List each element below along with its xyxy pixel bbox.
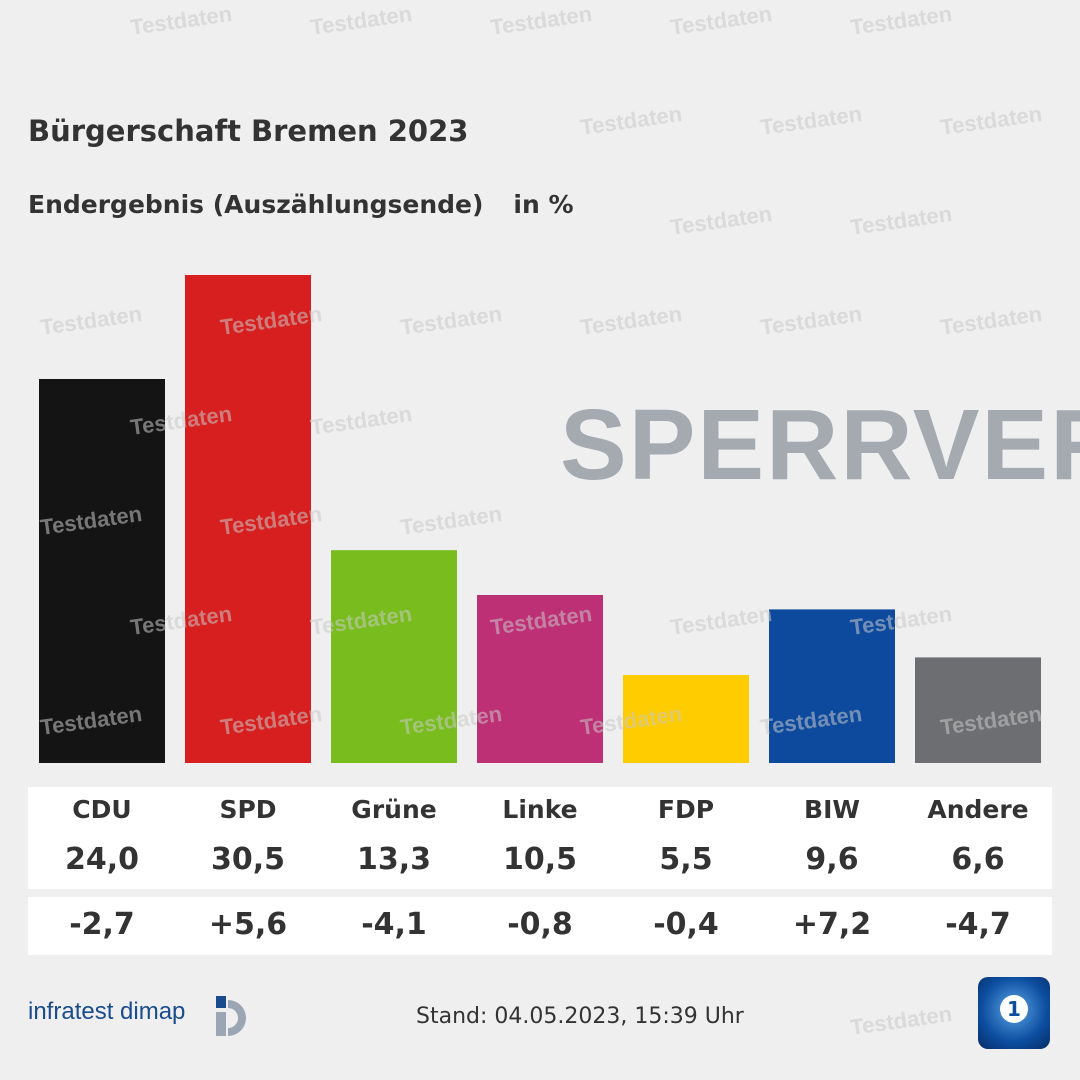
bar-andere [915, 657, 1041, 763]
bar-grüne [331, 550, 457, 763]
party-label: Linke [502, 795, 578, 824]
change-label: -2,7 [69, 907, 135, 942]
timestamp: Stand: 04.05.2023, 15:39 Uhr [416, 1004, 744, 1029]
change-label: -4,7 [945, 907, 1011, 942]
value-label: 30,5 [210, 842, 286, 877]
chart-title: Bürgerschaft Bremen 2023 [28, 114, 469, 148]
change-label: +5,6 [208, 907, 288, 942]
change-label: -4,1 [361, 907, 427, 942]
chart-subtitle: Endergebnis (Auszählungsende) in % [28, 190, 574, 219]
embargo-overlay: SPERRVER [560, 389, 1080, 501]
watermark-text: Testdaten [848, 1001, 954, 1041]
value-label: 6,6 [951, 842, 1005, 877]
change-label: -0,8 [507, 907, 573, 942]
value-label: 24,0 [64, 842, 140, 877]
subtitle-text: Endergebnis (Auszählungsende) [28, 190, 484, 219]
bar-spd [185, 275, 311, 763]
bar-chart [39, 275, 1041, 763]
party-label: BIW [804, 795, 860, 824]
party-label: SPD [219, 795, 277, 824]
party-label: Grüne [351, 795, 437, 824]
value-label: 13,3 [356, 842, 432, 877]
bar-cdu [39, 379, 165, 763]
infratest-logo-icon [216, 996, 247, 1036]
value-label: 10,5 [502, 842, 578, 877]
bar-linke [477, 595, 603, 763]
tagesschau-logo: 1 [978, 977, 1050, 1049]
value-label: 5,5 [659, 842, 713, 877]
party-label: CDU [72, 795, 132, 824]
changes-table: -2,7 +5,6 -4,1 -0,8 -0,4 +7,2 -4,7 [28, 897, 1052, 955]
value-label: 9,6 [805, 842, 859, 877]
party-label: FDP [657, 795, 715, 824]
results-table: CDU 24,0 SPD 30,5 Grüne 13,3 Linke 10,5 FDP 5,5 BI… [28, 787, 1052, 889]
bar-fdp [623, 675, 749, 763]
unit-label: in % [513, 190, 574, 219]
party-label: Andere [927, 795, 1029, 824]
change-label: +7,2 [792, 907, 872, 942]
change-label: -0,4 [653, 907, 719, 942]
tagesschau-mark: 1 [1000, 995, 1028, 1023]
infratest-dimap-logo: infratest dimap [28, 998, 186, 1025]
bar-biw [769, 609, 895, 763]
